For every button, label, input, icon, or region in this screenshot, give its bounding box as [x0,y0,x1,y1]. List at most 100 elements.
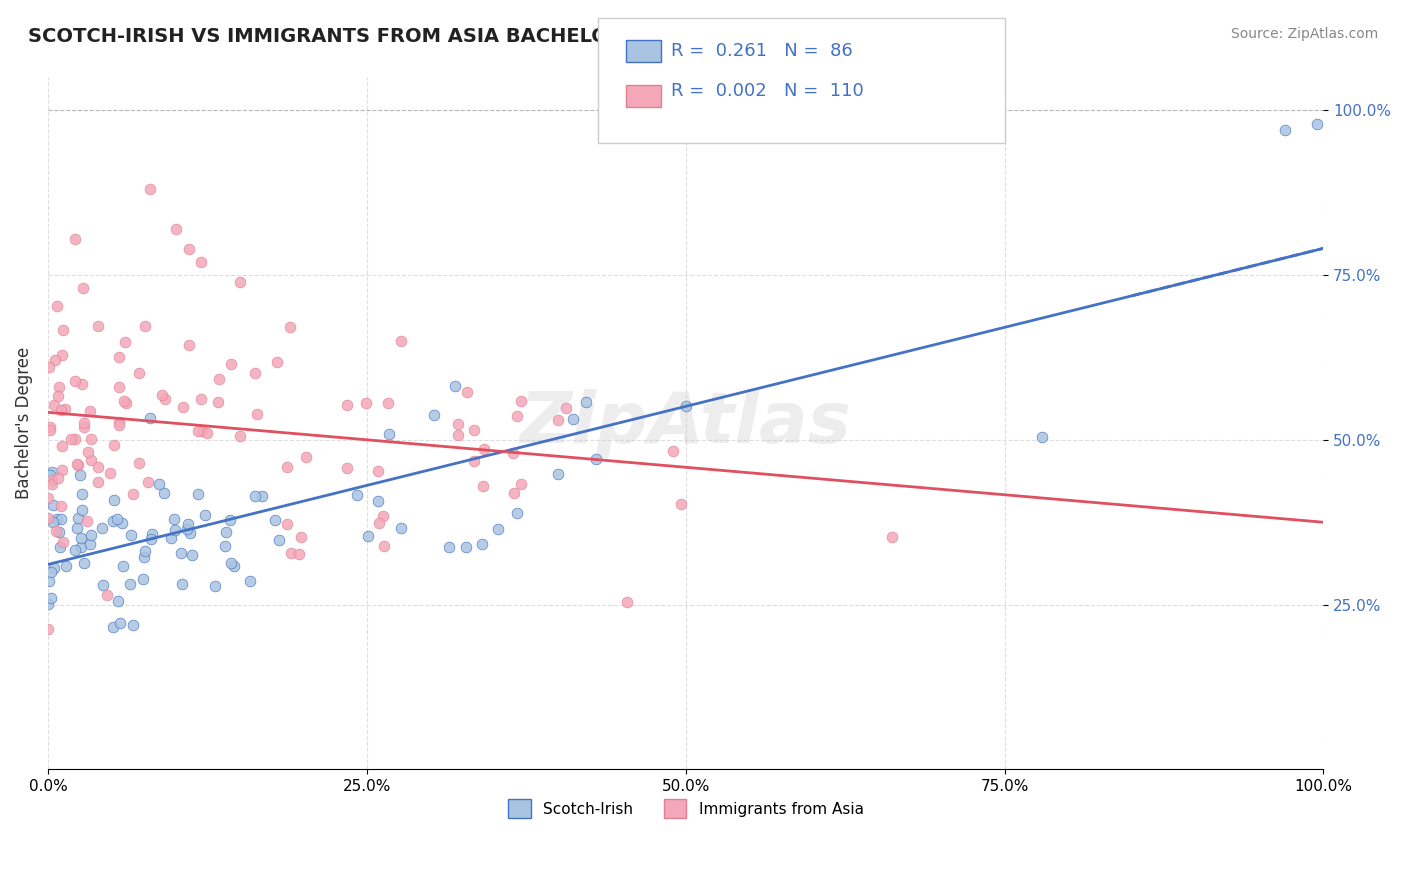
Point [336,397,359,411]
Point [555,401,578,415]
Point [675,399,697,413]
Point [276,517,298,532]
Point [218,513,240,527]
Point [37,622,59,636]
Point [187,424,209,438]
Point [51,512,73,526]
Point [69,467,91,482]
Point [128,366,150,380]
Point [52,534,75,549]
Point [52,323,75,337]
Point [77,445,100,459]
Point [336,460,359,475]
Point [170,546,193,560]
Text: R =  0.261   N =  86: R = 0.261 N = 86 [671,42,852,60]
Point [195,425,218,440]
Point [280,546,302,560]
Point [66,521,89,535]
Point [39,565,62,579]
Point [389,334,412,348]
Point [39,420,62,434]
Point [163,512,186,526]
Point [103,438,125,452]
Point [141,527,163,541]
Point [373,539,395,553]
Point [423,408,446,422]
Point [65,458,87,472]
Point [267,533,290,547]
Point [266,355,288,369]
Point [80,432,103,446]
Point [70,377,93,392]
Point [204,578,226,592]
Point [107,594,129,608]
Point [76,514,98,528]
Point [472,479,495,493]
Point [41,515,63,529]
Point [486,522,509,536]
Point [228,275,250,289]
Point [246,407,269,421]
Point [295,450,318,464]
Point [190,255,212,269]
Point [472,442,495,456]
Point [1274,123,1296,137]
Point [121,617,143,632]
Point [389,521,412,535]
Point [181,548,204,562]
Point [177,338,200,352]
Point [510,477,533,491]
Point [139,533,162,547]
Point [367,494,389,508]
Point [70,503,93,517]
Point [41,473,63,487]
Point [134,319,156,334]
Point [112,394,135,409]
Point [444,379,467,393]
Point [153,392,176,407]
Point [49,403,72,417]
Point [506,409,529,423]
Point [208,372,231,386]
Point [39,591,62,606]
Point [70,531,93,545]
Point [346,487,368,501]
Point [37,491,59,505]
Point [190,392,212,407]
Point [48,380,70,394]
Point [90,521,112,535]
Point [502,446,524,460]
Point [80,527,103,541]
Point [368,516,391,530]
Point [121,487,143,501]
Point [63,432,86,446]
Point [73,420,96,434]
Point [575,395,598,409]
Point [547,413,569,427]
Point [219,358,242,372]
Y-axis label: Bachelor's Degree: Bachelor's Degree [15,347,32,500]
Point [42,498,65,512]
Point [671,497,693,511]
Point [103,514,125,528]
Point [80,453,103,467]
Point [229,429,252,443]
Point [42,398,65,412]
Point [37,598,59,612]
Point [138,475,160,489]
Point [170,577,193,591]
Point [44,352,66,367]
Point [367,464,389,478]
Point [60,432,83,446]
Point [132,573,155,587]
Point [177,516,200,531]
Point [224,559,246,574]
Point [179,526,201,541]
Point [42,561,65,575]
Point [45,524,67,539]
Point [79,536,101,550]
Point [46,512,69,526]
Point [48,471,70,485]
Point [150,388,173,402]
Point [51,499,73,513]
